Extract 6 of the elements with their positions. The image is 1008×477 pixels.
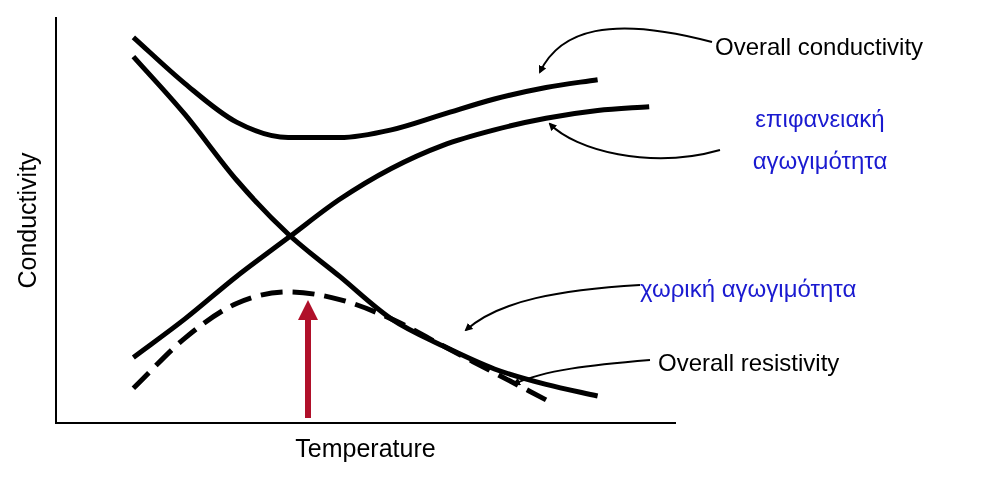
text: επιφανειακή αγωγιμότητα — [751, 104, 889, 176]
text: Overall conductivity — [715, 32, 925, 62]
text: Overall resistivity — [658, 348, 841, 378]
text: χωρική αγωγιμότητα — [640, 274, 858, 304]
x-axis-title: Temperature — [295, 433, 436, 462]
y-axis-title: Conductivity — [12, 151, 41, 289]
